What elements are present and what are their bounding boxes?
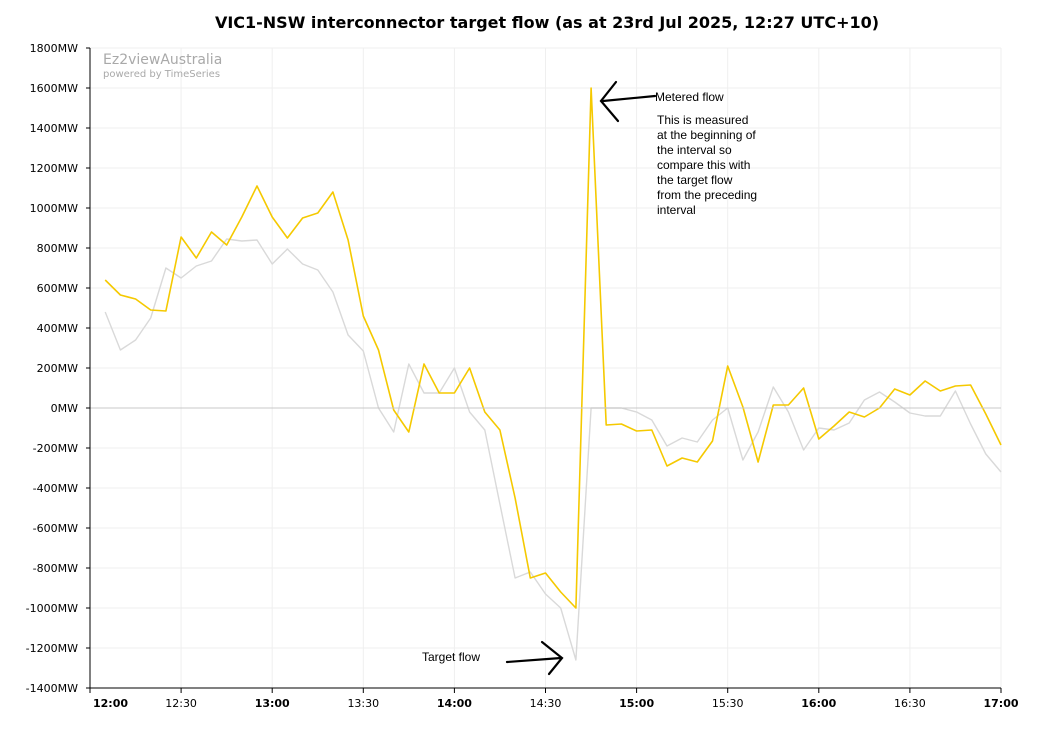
y-tick-label: 1400MW [30, 122, 78, 135]
metered-flow-label: Metered flow [655, 90, 724, 104]
annotation-note-line-5: the target flow [657, 173, 733, 187]
x-tick-label: 14:30 [530, 697, 562, 710]
target-flow-arrow [505, 640, 564, 676]
x-tick-label: 12:30 [165, 697, 197, 710]
annotation-note-line-4: compare this with [657, 158, 750, 172]
y-tick-label: 1200MW [30, 162, 78, 175]
series-group [104, 87, 1002, 661]
x-tick-label: 16:00 [801, 697, 836, 710]
y-tick-label: -600MW [33, 522, 78, 535]
y-axis-labels: 1800MW 1600MW 1400MW 1200MW 1000MW 800MW 600MW… [26, 42, 78, 695]
annotation-note-line-3: the interval so [657, 143, 732, 157]
x-tick-label: 15:30 [712, 697, 744, 710]
annotation-note-line-2: at the beginning of [657, 128, 756, 142]
y-tick-label: 200MW [37, 362, 78, 375]
x-tick-label: 14:00 [437, 697, 472, 710]
annotation-note-line-7: interval [657, 203, 696, 217]
annotation-note-line-6: from the preceding [657, 188, 757, 202]
x-tick-label: 13:30 [347, 697, 379, 710]
y-tick-label: 0MW [51, 402, 78, 415]
y-tick-label: -1400MW [26, 682, 78, 695]
metered-flow-arrow [599, 80, 657, 123]
y-tick-label: 1600MW [30, 82, 78, 95]
series-line-metered-flow [104, 87, 1002, 609]
x-tick-label: 12:00 [93, 697, 128, 710]
target-flow-label: Target flow [422, 650, 480, 664]
y-tick-label: 800MW [37, 242, 78, 255]
x-tick-label: 16:30 [894, 697, 926, 710]
y-tick-label: 400MW [37, 322, 78, 335]
watermark-sub: powered by TimeSeries [103, 69, 220, 80]
y-tick-label: 600MW [37, 282, 78, 295]
annotation-note-line-1: This is measured [657, 113, 748, 127]
chart-title: VIC1-NSW interconnector target flow (as … [215, 13, 879, 32]
axes [86, 47, 1002, 693]
y-tick-label: -400MW [33, 482, 78, 495]
y-tick-label: -1200MW [26, 642, 78, 655]
x-tick-label: 13:00 [255, 697, 290, 710]
y-tick-label: 1800MW [30, 42, 78, 55]
x-tick-label: 17:00 [983, 697, 1018, 710]
y-tick-label: -200MW [33, 442, 78, 455]
y-tick-label: -1000MW [26, 602, 78, 615]
y-tick-label: -800MW [33, 562, 78, 575]
series-line-target-flow [104, 238, 1002, 661]
y-tick-label: 1000MW [30, 202, 78, 215]
x-tick-label: 15:00 [619, 697, 654, 710]
x-axis-labels: 12:00 12:30 13:00 13:30 14:00 14:30 15:00 15:30… [93, 697, 1019, 710]
watermark-brand: Ez2viewAustralia [103, 52, 222, 68]
grid [89, 47, 1002, 689]
